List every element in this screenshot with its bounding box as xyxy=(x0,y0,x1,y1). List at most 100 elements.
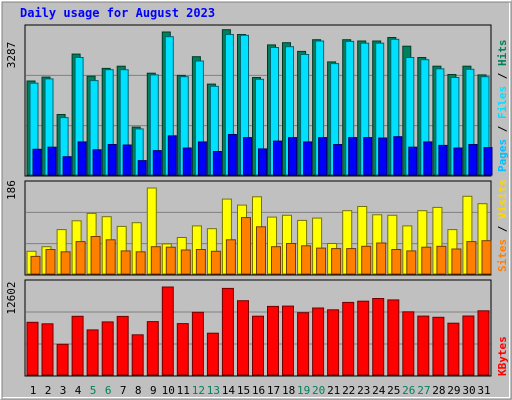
bottom-panel xyxy=(24,279,492,377)
bottom-bar-kbytes-day-10 xyxy=(161,286,174,376)
legend-bottom-text: KBytes xyxy=(496,336,509,376)
mid-bar-sites-day-9 xyxy=(150,246,161,275)
x-tick-label-day-10: 10 xyxy=(162,384,175,397)
x-tick-label-day-26: 26 xyxy=(402,384,415,397)
legend-sites: Sites xyxy=(496,239,509,272)
top-bar-pages-day-7 xyxy=(122,144,132,176)
bottom-bar-kbytes-day-9 xyxy=(146,321,159,376)
x-tick-label-day-23: 23 xyxy=(357,384,370,397)
bottom-bar-kbytes-day-8 xyxy=(131,334,144,376)
top-bar-pages-day-23 xyxy=(363,137,373,176)
legend-mid-text: Sites / Visits xyxy=(496,179,509,272)
x-tick-label-day-7: 7 xyxy=(120,384,127,397)
mid-bar-sites-day-22 xyxy=(346,248,357,275)
mid-bar-sites-day-27 xyxy=(421,246,432,275)
top-bar-pages-day-22 xyxy=(348,137,358,176)
x-tick-label-day-30: 30 xyxy=(462,384,475,397)
x-tick-label-day-11: 11 xyxy=(177,384,190,397)
x-tick-label-day-28: 28 xyxy=(432,384,445,397)
top-bar-pages-day-10 xyxy=(167,135,177,176)
bottom-bar-kbytes-day-20 xyxy=(312,307,325,376)
bottom-bar-kbytes-day-2 xyxy=(41,323,54,376)
top-bar-pages-day-8 xyxy=(137,160,147,176)
bottom-bar-kbytes-day-11 xyxy=(176,323,189,376)
legend-hits: Hits xyxy=(496,40,509,67)
top-bar-pages-day-6 xyxy=(107,144,117,176)
bottom-bar-kbytes-day-7 xyxy=(116,315,129,376)
mid-bar-sites-day-3 xyxy=(60,251,71,275)
bottom-bar-kbytes-day-17 xyxy=(267,305,279,376)
x-tick-label-day-20: 20 xyxy=(312,384,325,397)
bottom-bar-kbytes-day-22 xyxy=(342,301,355,376)
chart-panels xyxy=(24,24,493,377)
mid-bar-sites-day-23 xyxy=(361,245,372,275)
x-tick-label-day-27: 27 xyxy=(417,384,430,397)
x-tick-label-day-19: 19 xyxy=(297,384,310,397)
bottom-bar-kbytes-day-29 xyxy=(447,322,460,376)
x-tick-label-day-21: 21 xyxy=(327,384,340,397)
top-bar-pages-day-16 xyxy=(258,148,267,176)
bottom-bar-kbytes-day-6 xyxy=(101,321,114,376)
legend-separator: / xyxy=(496,219,509,239)
x-tick-label-day-4: 4 xyxy=(75,384,82,397)
top-bar-pages-day-11 xyxy=(182,147,192,176)
mid-bar-sites-day-21 xyxy=(331,248,342,275)
top-panel-max-label: 3287 xyxy=(5,42,18,69)
bottom-bar-kbytes-day-26 xyxy=(402,311,415,376)
mid-bar-sites-day-6 xyxy=(105,239,116,275)
top-bar-pages-day-29 xyxy=(453,147,463,176)
mid-bar-sites-day-10 xyxy=(165,246,176,275)
x-tick-label-day-24: 24 xyxy=(372,384,386,397)
top-bar-pages-day-14 xyxy=(227,134,237,176)
bottom-bar-kbytes-day-25 xyxy=(387,299,400,376)
legend-bottom: KBytes xyxy=(496,336,509,376)
mid-bar-sites-day-14 xyxy=(225,239,236,275)
mid-bar-sites-day-8 xyxy=(135,251,146,275)
top-bar-pages-day-17 xyxy=(273,140,282,176)
top-bar-pages-day-21 xyxy=(333,144,343,176)
top-bar-pages-day-3 xyxy=(62,156,72,176)
legend-kbytes: KBytes xyxy=(496,336,509,376)
mid-panel xyxy=(24,180,492,276)
x-tick-label-day-12: 12 xyxy=(192,384,205,397)
top-bar-pages-day-20 xyxy=(318,137,328,176)
x-tick-label-day-16: 16 xyxy=(252,384,265,397)
top-bar-pages-day-9 xyxy=(152,150,162,176)
x-tick-label-day-5: 5 xyxy=(90,384,97,397)
bottom-bar-kbytes-day-30 xyxy=(462,315,475,376)
legend-separator: / xyxy=(496,66,509,86)
top-bar-pages-day-26 xyxy=(408,146,418,176)
bottom-bar-kbytes-day-27 xyxy=(417,315,430,376)
legend-pages: Pages xyxy=(496,139,509,172)
legend-mid: Sites / Visits xyxy=(496,179,509,272)
legend-visits: Visits xyxy=(496,179,509,219)
bottom-bar-kbytes-day-21 xyxy=(327,309,340,376)
top-bar-pages-day-15 xyxy=(243,137,252,176)
x-tick-label-day-13: 13 xyxy=(207,384,220,397)
mid-bar-sites-day-5 xyxy=(90,236,101,275)
x-tick-label-day-1: 1 xyxy=(30,384,37,397)
x-tick-label-day-29: 29 xyxy=(447,384,460,397)
top-bar-pages-day-13 xyxy=(212,151,222,176)
bottom-bar-kbytes-day-19 xyxy=(297,312,310,376)
legend-separator: / xyxy=(496,119,509,139)
mid-bar-sites-day-28 xyxy=(436,245,447,275)
mid-bar-sites-day-31 xyxy=(481,240,492,275)
legend-top-text: Pages / Files / Hits xyxy=(496,40,509,173)
mid-bar-sites-day-16 xyxy=(256,226,266,275)
x-tick-label-day-6: 6 xyxy=(105,384,112,397)
mid-bar-sites-day-24 xyxy=(376,242,387,275)
top-bar-pages-day-24 xyxy=(378,137,388,176)
top-bar-pages-day-2 xyxy=(47,146,57,176)
top-bar-pages-day-18 xyxy=(288,137,297,176)
top-bar-pages-day-1 xyxy=(32,148,42,176)
bottom-bar-kbytes-day-12 xyxy=(191,311,204,376)
bottom-bar-kbytes-day-16 xyxy=(252,315,264,376)
bottom-bar-kbytes-day-24 xyxy=(372,298,385,376)
mid-bar-sites-day-30 xyxy=(466,241,477,275)
bottom-bar-kbytes-day-5 xyxy=(86,329,99,376)
x-tick-label-day-9: 9 xyxy=(150,384,157,397)
